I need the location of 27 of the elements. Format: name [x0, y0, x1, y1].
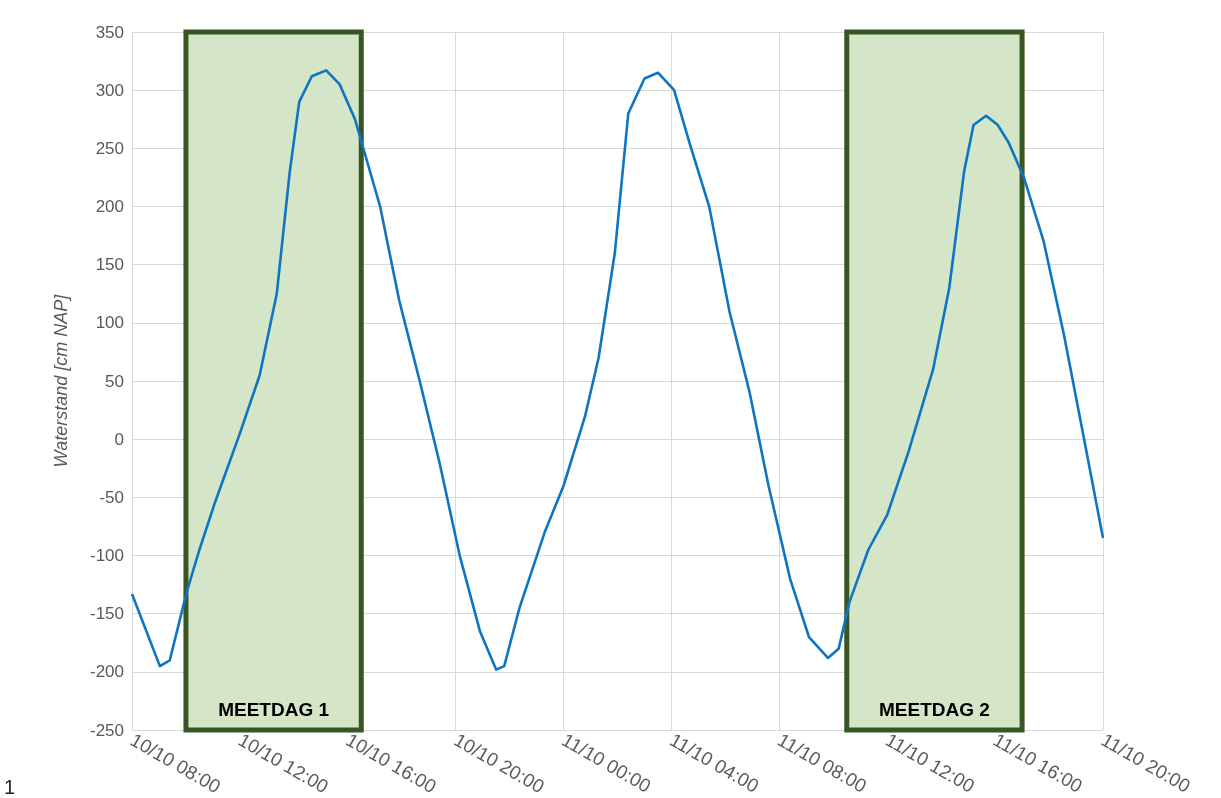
- x-tick-label: 11/10 12:00: [881, 728, 979, 797]
- band-label: MEETDAG 2: [878, 698, 990, 720]
- y-tick-label: -100: [89, 546, 124, 566]
- x-tick-label: 10/10 16:00: [342, 728, 440, 798]
- y-tick-label: 200: [95, 197, 124, 217]
- y-tick-label: -50: [99, 487, 124, 507]
- y-tick-label: 250: [95, 138, 124, 158]
- y-tick-label: 350: [95, 22, 124, 42]
- y-tick-label: 100: [95, 313, 124, 333]
- y-tick-label: 300: [95, 80, 124, 100]
- y-axis-title: Waterstand [cm NAP]: [51, 293, 71, 468]
- y-tick-label: 0: [114, 429, 124, 449]
- x-tick-label: 11/10 08:00: [774, 728, 871, 797]
- x-tick-label: 11/10 04:00: [666, 728, 763, 797]
- x-tick-label: 10/10 20:00: [450, 728, 548, 798]
- x-tick-label: 10/10 08:00: [126, 728, 225, 798]
- y-tick-label: 150: [95, 255, 124, 275]
- y-tick-label: -200: [89, 662, 124, 682]
- y-tick-label: -150: [89, 604, 124, 624]
- y-tick-label: -250: [89, 720, 124, 740]
- x-tick-label: 11/10 00:00: [558, 728, 655, 797]
- x-tick-label: 11/10 16:00: [989, 728, 1086, 797]
- x-tick-label: 10/10 12:00: [234, 728, 332, 798]
- y-tick-label: 50: [105, 371, 124, 391]
- x-tick-label: 11/10 20:00: [1097, 728, 1194, 797]
- text: 1: [4, 776, 16, 798]
- band-label: MEETDAG 1: [218, 698, 330, 720]
